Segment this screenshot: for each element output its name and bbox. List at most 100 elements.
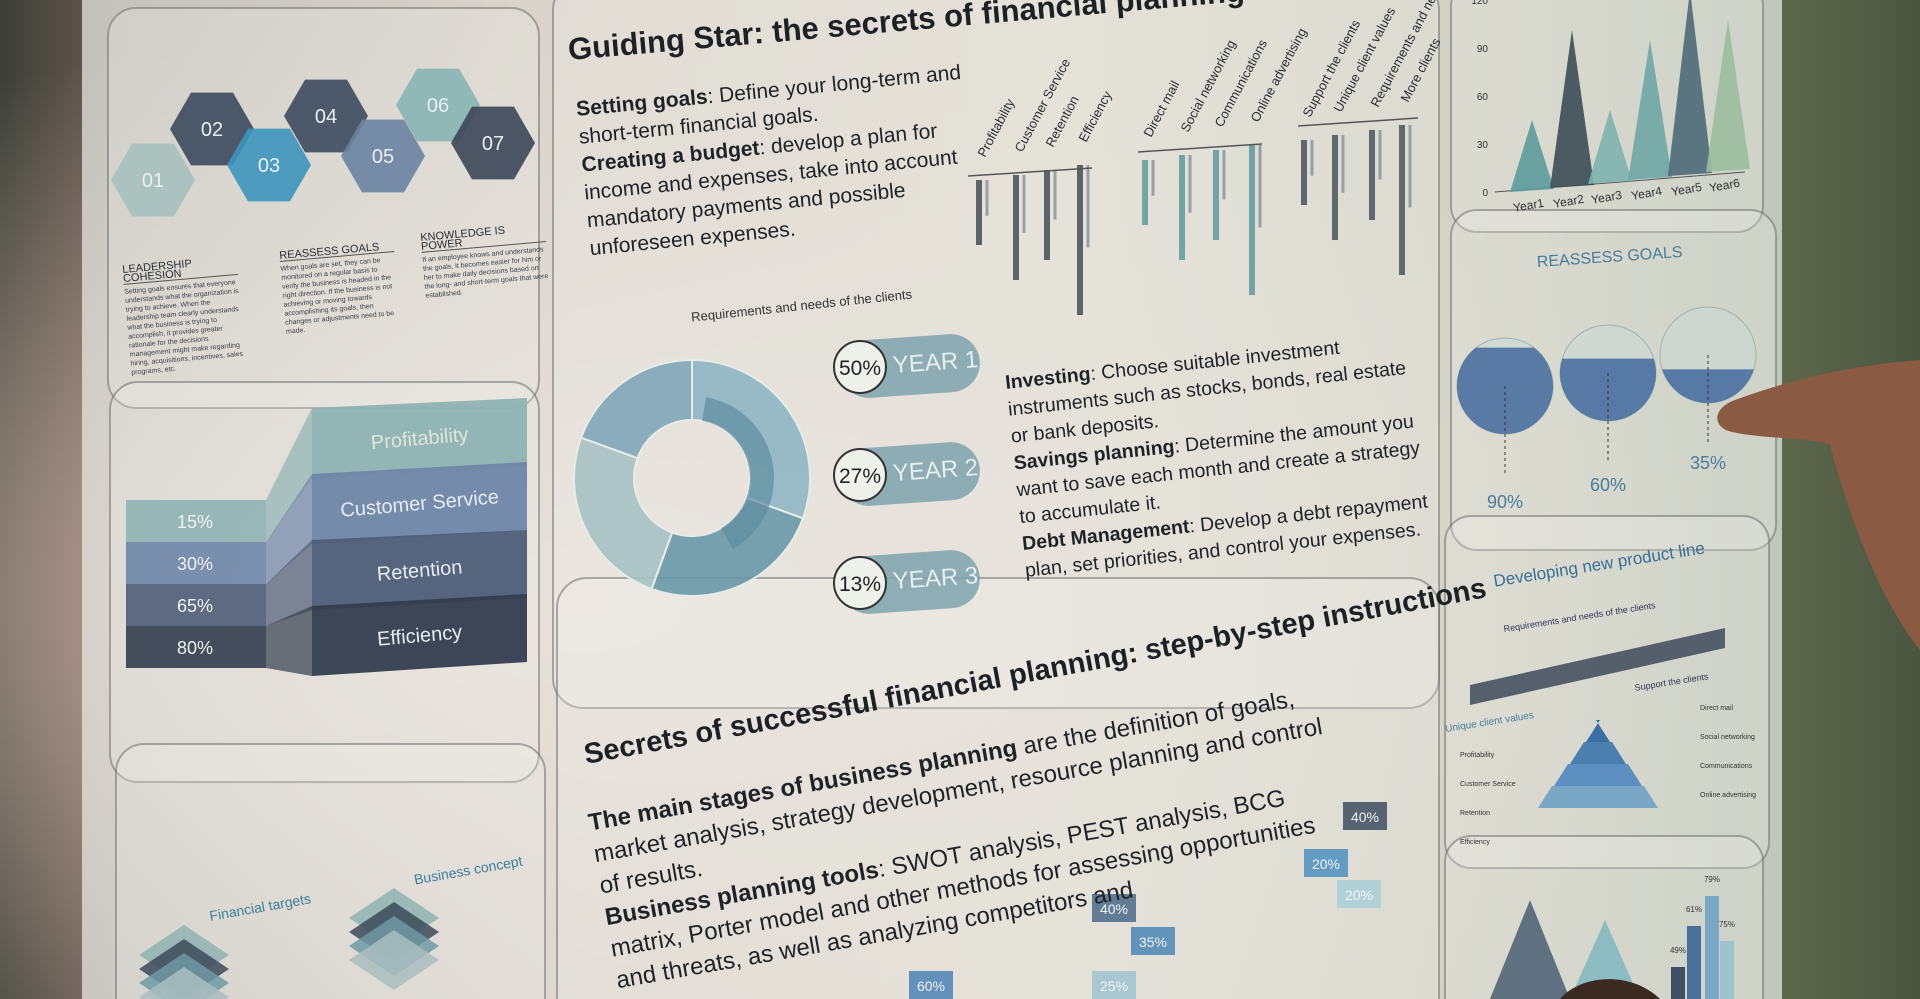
goal-fill (1457, 347, 1554, 434)
funnel-percent: 80% (177, 638, 213, 658)
panel (556, 577, 1440, 999)
triangle (1550, 30, 1594, 188)
percent-tag (1131, 927, 1175, 955)
funnel-block (312, 462, 527, 544)
funnel-row (126, 584, 266, 626)
triangle (1628, 40, 1672, 180)
percent-tag-label: 20% (1312, 856, 1340, 872)
hexagon-label: 01 (142, 170, 164, 192)
timeline (1470, 628, 1725, 705)
year-circle (833, 340, 887, 394)
x-tick-label: Year4 (1630, 184, 1663, 203)
funnel-percent: 65% (177, 596, 213, 616)
funnel-band (266, 474, 312, 584)
pyramid-left-label: Customer Service (1460, 781, 1516, 788)
diamond (139, 967, 229, 999)
pyramid-right-label: Online advertising (1700, 792, 1756, 799)
pyramid-right-label: Communications (1700, 763, 1753, 770)
corner-label: 79% (1704, 875, 1720, 884)
x-tick-label: Year6 (1708, 176, 1741, 195)
hexagon-label: 02 (201, 119, 223, 141)
corner-bar (1687, 926, 1701, 999)
hand (1717, 360, 1920, 650)
hexagon (396, 68, 480, 142)
year-label: YEAR 2 (892, 454, 979, 487)
funnel-row (126, 626, 266, 668)
investing-paragraphs: Investing: Choose suitable investment in… (1004, 326, 1444, 585)
funnel-row (126, 500, 266, 542)
y-tick-label: 30 (1477, 140, 1489, 151)
arrow-shape (1490, 900, 1570, 999)
x-tick-label: Year5 (1670, 180, 1703, 199)
pyramid-tier (1538, 786, 1658, 808)
percent-tag-label: 35% (1139, 934, 1167, 950)
goal-value: 90% (1487, 492, 1523, 512)
pyramid-right-label: Direct mail (1700, 705, 1734, 712)
funnel-band (266, 540, 312, 626)
bar-baseline (967, 167, 1093, 177)
goal-value: 60% (1590, 475, 1626, 495)
hexagon-label: 07 (482, 133, 504, 155)
diamond (349, 930, 439, 990)
percent-tag-label: 40% (1351, 809, 1379, 825)
hexagon (451, 106, 535, 180)
donut-segment (573, 436, 674, 591)
funnel-block (312, 398, 527, 478)
pyramid-right-label: Social networking (1700, 734, 1755, 741)
funnel-percent: 15% (177, 512, 213, 532)
percent-tag-label: 25% (1100, 978, 1128, 994)
panel (1444, 515, 1770, 869)
hexagon-label: 03 (258, 155, 280, 177)
percent-tag (1092, 894, 1136, 922)
bar-baseline (1297, 117, 1419, 127)
principle: LEADERSHIP COHESION Setting goals ensures… (122, 255, 246, 378)
pyramid-tier (1570, 742, 1626, 764)
percent-tag (1304, 849, 1348, 877)
pyramid-left-label: Retention (1460, 810, 1490, 817)
pyramid-left-label: Efficiency (1460, 839, 1490, 846)
year-percent: 27% (839, 465, 881, 488)
hexagon (111, 143, 195, 217)
year-label: YEAR 3 (892, 562, 979, 595)
hexagon (227, 128, 311, 202)
corner-label: 49% (1670, 946, 1686, 955)
principle: REASSESS GOALS When goals are set, they c… (279, 241, 401, 337)
x-tick-label: Year1 (1512, 196, 1545, 215)
percent-tag-label: 40% (1100, 901, 1128, 917)
x-tick-label: Year3 (1590, 188, 1623, 207)
hexagon-label: 05 (372, 146, 394, 168)
hexagon (341, 119, 425, 193)
percent-tag (1343, 802, 1387, 830)
y-tick-label: 120 (1471, 0, 1488, 7)
corner-bar (1671, 967, 1685, 999)
triangle (1510, 120, 1554, 192)
pyramid-tier (1586, 720, 1610, 742)
percent-tag (1337, 880, 1381, 908)
corner-label: 61% (1686, 905, 1702, 914)
pyramid-left-label: Profitability (1460, 752, 1495, 759)
hand (1560, 979, 1660, 999)
panel (115, 743, 546, 999)
hexagon-label: 04 (315, 106, 337, 128)
triangle (1706, 20, 1750, 172)
y-tick-label: 90 (1477, 44, 1489, 55)
donut-segment (650, 496, 805, 597)
percent-tag (909, 971, 953, 999)
pyramid-tier (1554, 764, 1642, 786)
x-tick-label: Year2 (1552, 192, 1585, 211)
percent-tag-label: 20% (1345, 887, 1373, 903)
funnel-band (266, 606, 312, 676)
principle: KNOWLEDGE IS POWER If an employee knows a… (420, 223, 550, 301)
year-percent: 13% (839, 573, 881, 596)
goal-fill (1560, 358, 1656, 421)
funnel-block (312, 594, 527, 676)
percent-tag (1092, 971, 1136, 999)
funnel-percent: 30% (177, 554, 213, 574)
y-tick-label: 0 (1482, 188, 1488, 199)
corner-bar (1705, 896, 1719, 999)
term: Investing (1004, 363, 1092, 394)
principle-text: When goals are set, they can be monitore… (280, 257, 395, 336)
y-tick-label: 60 (1477, 92, 1489, 103)
percent-tag-label: 60% (917, 978, 945, 994)
